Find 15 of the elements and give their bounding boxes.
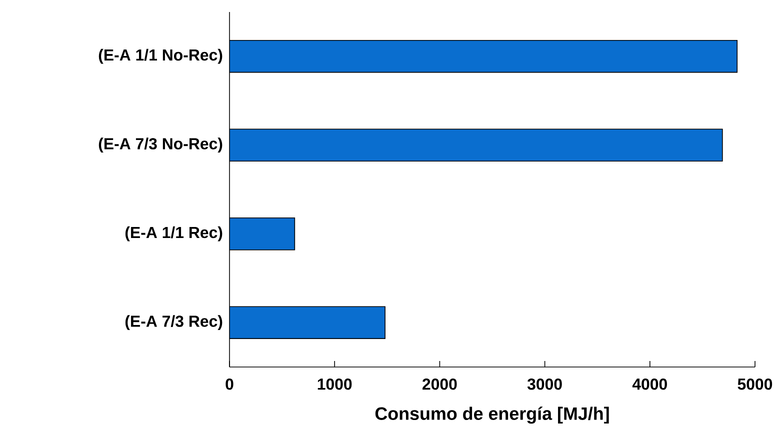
y-tick-label: (E-A 1/1 Rec) <box>125 226 222 242</box>
bar <box>230 306 386 339</box>
bar <box>230 128 723 162</box>
x-axis-title: Consumo de energía [MJ/h] <box>375 406 609 424</box>
bar <box>230 217 296 250</box>
y-tick-label: (E-A 7/3 Rec) <box>125 315 222 330</box>
x-tick-label: 2000 <box>422 378 457 390</box>
x-tick-label: 0 <box>226 378 234 390</box>
x-tick-label: 4000 <box>632 378 667 390</box>
x-tick-label: 5000 <box>738 378 772 390</box>
y-tick-label: (E-A 7/3 No-Rec) <box>98 138 222 153</box>
bar <box>230 40 738 73</box>
y-tick-label: (E-A 1/1 No-Rec) <box>98 48 222 64</box>
x-tick-label: 1000 <box>318 378 352 390</box>
x-tick-label: 3000 <box>527 378 562 390</box>
